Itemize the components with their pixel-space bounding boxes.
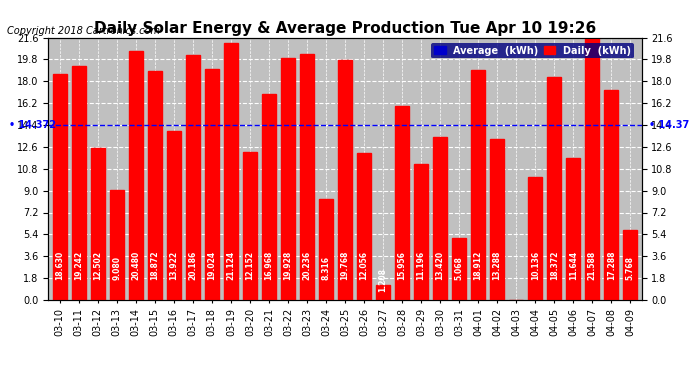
Text: 20.186: 20.186 <box>188 251 197 280</box>
Bar <box>338 60 352 300</box>
Bar <box>148 70 162 300</box>
Text: 13.922: 13.922 <box>169 251 178 280</box>
Text: • 14.372: • 14.372 <box>10 120 57 130</box>
Text: 12.152: 12.152 <box>246 251 255 280</box>
Text: 19.928: 19.928 <box>284 251 293 280</box>
Text: 5.068: 5.068 <box>455 256 464 280</box>
Text: 9.080: 9.080 <box>112 256 121 280</box>
Text: 20.480: 20.480 <box>131 251 140 280</box>
Text: 1.208: 1.208 <box>379 268 388 292</box>
Bar <box>110 190 124 300</box>
Bar <box>205 69 219 300</box>
Bar <box>395 106 409 300</box>
Text: 8.316: 8.316 <box>322 256 331 280</box>
Bar <box>262 94 276 300</box>
Bar <box>528 177 542 300</box>
Text: 18.912: 18.912 <box>473 251 482 280</box>
Bar <box>224 43 238 300</box>
Bar <box>167 131 181 300</box>
Bar <box>90 148 105 300</box>
Bar <box>585 38 600 300</box>
Text: 11.644: 11.644 <box>569 251 578 280</box>
Text: 13.288: 13.288 <box>493 251 502 280</box>
Text: 21.588: 21.588 <box>588 251 597 280</box>
Text: 18.872: 18.872 <box>150 251 159 280</box>
Text: 20.236: 20.236 <box>302 251 311 280</box>
Bar <box>490 138 504 300</box>
Bar <box>128 51 143 300</box>
Bar <box>566 159 580 300</box>
Text: 18.372: 18.372 <box>550 251 559 280</box>
Bar <box>281 58 295 300</box>
Text: 19.024: 19.024 <box>208 251 217 280</box>
Bar <box>547 77 562 300</box>
Text: 18.630: 18.630 <box>55 251 64 280</box>
Text: 16.968: 16.968 <box>264 251 273 280</box>
Text: 21.124: 21.124 <box>226 251 235 280</box>
Bar <box>357 153 371 300</box>
Bar <box>243 152 257 300</box>
Text: • 14.372: • 14.372 <box>649 120 690 130</box>
Text: 12.502: 12.502 <box>93 251 102 280</box>
Text: 19.242: 19.242 <box>75 251 83 280</box>
Bar <box>186 55 200 300</box>
Bar <box>376 285 390 300</box>
Legend: Average  (kWh), Daily  (kWh): Average (kWh), Daily (kWh) <box>431 43 634 58</box>
Bar <box>623 230 638 300</box>
Bar <box>300 54 314 300</box>
Title: Daily Solar Energy & Average Production Tue Apr 10 19:26: Daily Solar Energy & Average Production … <box>94 21 596 36</box>
Text: 17.288: 17.288 <box>607 251 615 280</box>
Text: 11.196: 11.196 <box>417 251 426 280</box>
Bar <box>471 70 485 300</box>
Text: Copyright 2018 Cartronics.com: Copyright 2018 Cartronics.com <box>7 26 160 36</box>
Bar <box>452 238 466 300</box>
Text: 12.056: 12.056 <box>359 251 368 280</box>
Text: 5.768: 5.768 <box>626 256 635 280</box>
Bar <box>604 90 618 300</box>
Bar <box>52 74 67 300</box>
Text: 10.136: 10.136 <box>531 251 540 280</box>
Bar <box>72 66 86 300</box>
Text: 19.768: 19.768 <box>340 251 350 280</box>
Text: 13.420: 13.420 <box>435 251 444 280</box>
Bar <box>319 199 333 300</box>
Text: 15.956: 15.956 <box>397 251 406 280</box>
Bar <box>433 137 447 300</box>
Bar <box>414 164 428 300</box>
